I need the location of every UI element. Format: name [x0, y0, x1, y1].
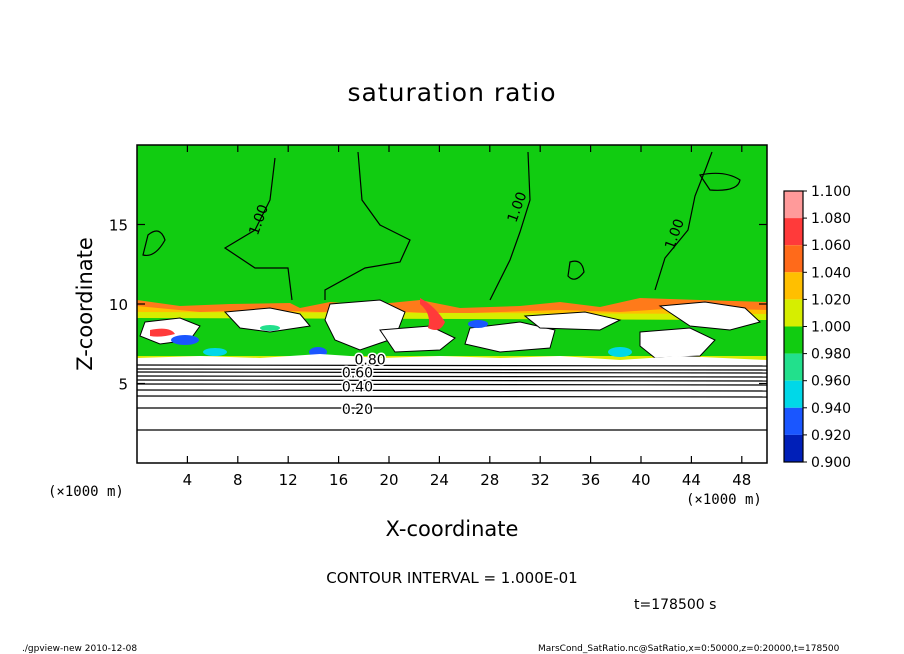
- colorbar-segment: [784, 407, 803, 435]
- colorbar-label: 0.920: [811, 428, 851, 444]
- contour-lines-1.00: [142, 151, 741, 301]
- colorbar-segment: [784, 218, 803, 246]
- contour-label: 0.40: [342, 380, 373, 396]
- colorbar-label: 1.080: [811, 211, 851, 227]
- colorbar-segment: [784, 272, 803, 300]
- colorbar-segment: [784, 191, 803, 219]
- x-tick-label: 24: [430, 471, 449, 489]
- colorbar-label: 1.040: [811, 265, 851, 281]
- colorbar-label: 0.900: [811, 455, 851, 471]
- contour-label: 0.60: [342, 365, 373, 381]
- colorbar-label: 1.000: [811, 320, 851, 336]
- x-tick-label: 36: [581, 471, 600, 489]
- x-tick-label: 16: [329, 471, 348, 489]
- colorbar-segment: [784, 326, 803, 354]
- x-axis-label: X-coordinate: [386, 517, 519, 541]
- x-tick-label: 40: [631, 471, 650, 489]
- colorbar-label: 0.980: [811, 347, 851, 363]
- x-tick-label: 8: [233, 471, 243, 489]
- colorbar-segment: [784, 245, 803, 273]
- cloud-layer: [137, 298, 767, 368]
- y-tick-label: 5: [118, 376, 128, 394]
- saturated-region: [137, 145, 767, 315]
- x-tick-label: 12: [279, 471, 298, 489]
- colorbar: 1.100 1.080 1.060 1.040 1.020 1.000 0.980 0.960…: [783, 184, 851, 471]
- contour-label: 0.80: [355, 353, 386, 369]
- x-tick-label: 32: [531, 471, 550, 489]
- y-tick-label: 15: [109, 217, 128, 235]
- footer-right: MarsCond_SatRatio.nc@SatRatio,x=0:50000,…: [538, 644, 840, 654]
- colorbar-label: 1.060: [811, 238, 851, 254]
- colorbar-label: 1.020: [811, 292, 851, 308]
- colorbar-segment: [784, 380, 803, 408]
- x-tick-label: 20: [379, 471, 398, 489]
- y-axis-label: Z-coordinate: [73, 237, 97, 371]
- chart-title: saturation ratio: [347, 78, 556, 107]
- y-axis-unit: (×1000 m): [48, 484, 124, 500]
- colorbar-label: 0.940: [811, 401, 851, 417]
- contour-label: 0.20: [342, 402, 373, 418]
- colorbar-segment: [784, 434, 803, 462]
- colorbar-segment: [784, 353, 803, 381]
- contour-lines-lower: [137, 364, 767, 431]
- x-tick-label: 4: [183, 471, 193, 489]
- colorbar-label: 0.960: [811, 374, 851, 390]
- x-axis: 4 8 12 16 20 24 28 32 36 40 44 48: [183, 145, 751, 489]
- colorbar-segment: [784, 299, 803, 327]
- footer-left: ./gpview-new 2010-12-08: [22, 644, 137, 654]
- y-axis: 5 10 15: [109, 217, 767, 394]
- colorbar-label: 1.100: [811, 184, 851, 200]
- x-axis-unit: (×1000 m): [686, 492, 762, 508]
- plot-area: [137, 145, 767, 463]
- contour-interval-text: CONTOUR INTERVAL = 1.000E-01: [326, 569, 577, 587]
- x-tick-label: 28: [480, 471, 499, 489]
- x-tick-label: 44: [682, 471, 701, 489]
- time-text: t=178500 s: [634, 597, 716, 613]
- y-tick-label: 10: [109, 296, 128, 314]
- contour-labels: 1.00 1.001.000.800.600.400.20: [246, 190, 687, 420]
- x-tick-label: 48: [732, 471, 751, 489]
